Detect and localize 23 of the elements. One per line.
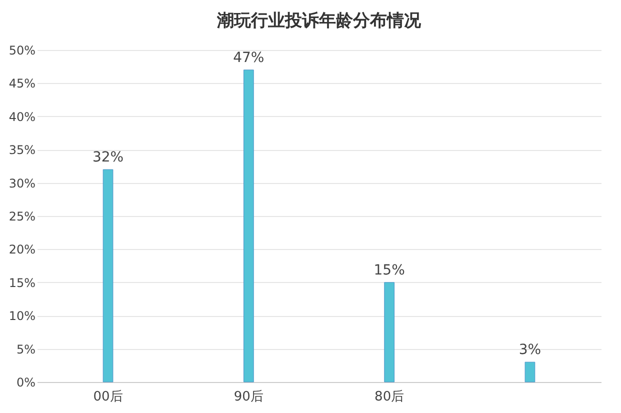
y-tick-label: 45% (8, 76, 36, 91)
y-tick-label: 50% (8, 44, 36, 58)
chart-title: 潮玩行业投诉年龄分布情况 (216, 11, 422, 31)
data-label: 32% (92, 150, 124, 166)
y-tick-label: 5% (16, 342, 36, 356)
y-tick-label: 40% (8, 110, 36, 124)
y-tick-label: 30% (8, 176, 36, 190)
x-tick-label: 80后 (374, 390, 404, 404)
bar (102, 169, 114, 382)
bar (524, 362, 536, 382)
bar (384, 282, 394, 382)
y-tick-label: 15% (8, 276, 36, 290)
data-label: 3% (518, 342, 542, 358)
x-tick-label: 00后 (93, 390, 123, 404)
data-label: 47% (233, 50, 264, 66)
bar (244, 70, 254, 382)
y-tick-label: 10% (8, 309, 36, 324)
x-tick-label: 90后 (234, 390, 264, 404)
y-tick-label: 20% (8, 242, 36, 257)
y-tick-label: 35% (8, 143, 36, 158)
y-tick-label: 25% (8, 210, 36, 224)
y-tick-label: 0% (16, 376, 36, 390)
data-label: 15% (374, 262, 405, 278)
